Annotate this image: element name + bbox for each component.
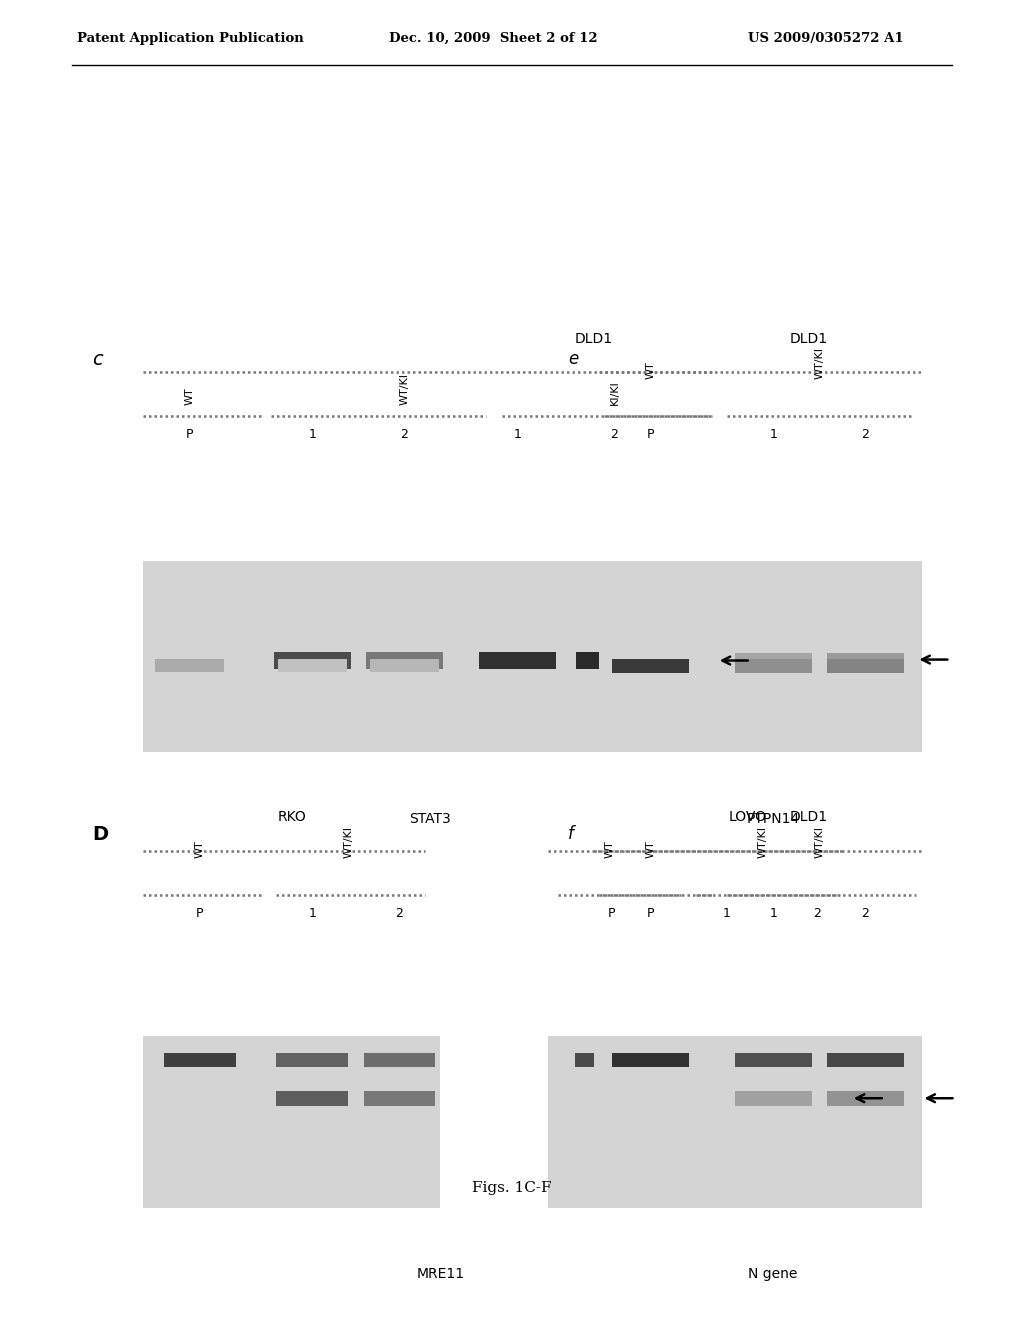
Text: P: P [646, 428, 654, 441]
Text: N gene: N gene [749, 1267, 798, 1282]
Bar [735, 1090, 811, 1106]
Text: 1: 1 [723, 907, 731, 920]
Bar [276, 1053, 348, 1067]
Bar [155, 659, 224, 672]
Text: DLD1: DLD1 [790, 809, 828, 824]
Text: Patent Application Publication: Patent Application Publication [77, 32, 303, 45]
Text: 2: 2 [861, 907, 869, 920]
Bar [143, 561, 717, 752]
Text: PTPN14: PTPN14 [746, 812, 800, 826]
Bar [691, 1090, 763, 1106]
Bar [575, 652, 653, 669]
Bar [278, 659, 347, 672]
Text: WT/KI: WT/KI [343, 826, 353, 858]
Bar [781, 1090, 853, 1106]
Text: D: D [92, 825, 109, 843]
Text: Figs. 1C-F: Figs. 1C-F [472, 1180, 552, 1195]
Text: e: e [568, 350, 579, 368]
Bar [274, 652, 350, 669]
Bar [599, 561, 922, 752]
Bar [364, 1090, 435, 1106]
Text: WT: WT [645, 841, 655, 858]
Text: KI/KI: KI/KI [609, 380, 620, 405]
Bar [781, 1053, 853, 1067]
Bar [548, 1036, 850, 1208]
Text: WT: WT [184, 388, 195, 405]
Text: P: P [646, 907, 654, 920]
Text: c: c [92, 350, 102, 368]
Text: 1: 1 [308, 428, 316, 441]
Text: 1: 1 [769, 428, 777, 441]
Text: WT/KI: WT/KI [399, 374, 410, 405]
Text: 2: 2 [400, 428, 409, 441]
Bar [612, 1053, 688, 1067]
Text: DLD1: DLD1 [790, 331, 828, 346]
Bar [612, 659, 688, 673]
Text: P: P [607, 907, 615, 920]
Bar [575, 1053, 647, 1067]
Text: 2: 2 [610, 428, 618, 441]
Text: 1: 1 [308, 907, 316, 920]
Text: 2: 2 [813, 907, 821, 920]
Bar [691, 1053, 763, 1067]
Text: LOVO: LOVO [728, 809, 767, 824]
Text: 1: 1 [769, 907, 777, 920]
Text: f: f [568, 825, 574, 843]
Bar [827, 653, 903, 667]
Bar [364, 1053, 435, 1067]
Bar [827, 1053, 903, 1067]
Text: WT: WT [645, 362, 655, 379]
Bar [594, 1036, 922, 1208]
Bar [479, 652, 555, 669]
Bar [735, 659, 811, 673]
Text: 1: 1 [513, 428, 521, 441]
Text: WT: WT [604, 841, 614, 858]
Bar [164, 1053, 236, 1067]
Text: Dec. 10, 2009  Sheet 2 of 12: Dec. 10, 2009 Sheet 2 of 12 [389, 32, 598, 45]
Bar [143, 1036, 440, 1208]
Text: US 2009/0305272 A1: US 2009/0305272 A1 [748, 32, 903, 45]
Text: STAT3: STAT3 [410, 812, 451, 826]
Text: WT/KI: WT/KI [814, 347, 824, 379]
Text: WT: WT [195, 841, 205, 858]
Text: P: P [185, 428, 194, 441]
Text: WT/KI: WT/KI [758, 826, 768, 858]
Bar [827, 659, 903, 673]
Bar [735, 653, 811, 667]
Bar [276, 1090, 348, 1106]
Text: WT/KI: WT/KI [814, 826, 824, 858]
Text: 2: 2 [395, 907, 403, 920]
Bar [367, 652, 443, 669]
Text: MRE11: MRE11 [417, 1267, 464, 1282]
Text: DLD1: DLD1 [574, 331, 613, 346]
Bar [735, 1053, 811, 1067]
Text: RKO: RKO [278, 809, 306, 824]
Bar [827, 1090, 903, 1106]
Text: 2: 2 [861, 428, 869, 441]
Text: P: P [196, 907, 204, 920]
Bar [370, 659, 439, 672]
